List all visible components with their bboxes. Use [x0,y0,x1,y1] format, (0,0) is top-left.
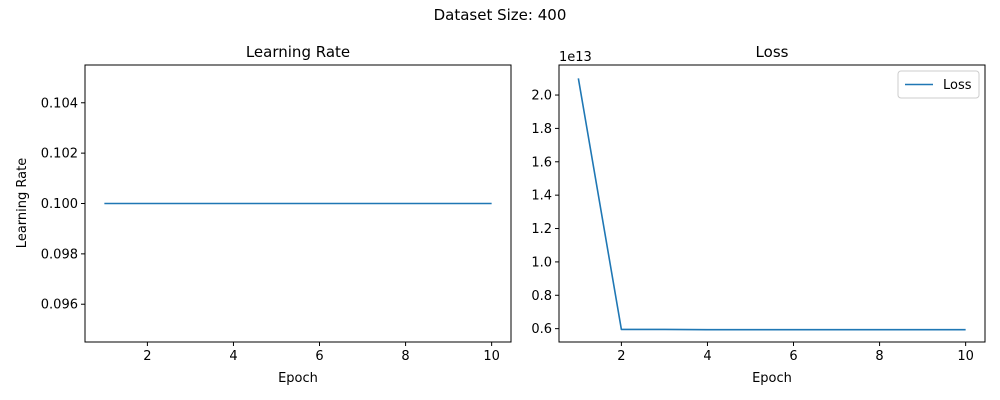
loss-ytick-label: 2.0 [531,89,552,104]
loss-offset-label: 1e13 [559,50,592,65]
loss-ytick-label: 1.2 [531,222,552,237]
loss-legend: Loss [897,70,980,99]
learning-rate-ytick-label: 0.098 [41,247,78,262]
loss-legend-box [897,70,980,99]
learning-rate-xtick-label: 2 [143,349,151,364]
loss-xtick-label: 6 [789,349,797,364]
loss-marks: 2 4 6 8 10 0.6 0.8 1.0 1.2 1.4 1.6 1.8 2.0 [531,78,974,364]
loss-legend-label: Loss [943,78,972,93]
loss-ytick-label: 1.4 [531,189,552,204]
learning-rate-panel: Learning Rate Epoch Learning Rate 2 4 6 8 10… [15,43,512,386]
loss-panel: Loss Epoch 1e13 2 4 6 8 10 0.6 0.8 1.0 1.2 1.4 1.6… [531,43,986,386]
learning-rate-xtick-label: 10 [483,349,500,364]
loss-axes-frame [558,64,986,343]
learning-rate-ytick-label: 0.102 [41,147,78,162]
learning-rate-ylabel: Learning Rate [15,158,30,248]
loss-xtick-label: 10 [957,349,974,364]
learning-rate-ytick-label: 0.100 [41,197,78,212]
loss-ytick-label: 0.6 [531,322,552,337]
learning-rate-title: Learning Rate [246,43,350,61]
loss-title: Loss [756,43,789,61]
learning-rate-xtick-label: 4 [229,349,237,364]
loss-ytick-label: 0.8 [531,289,552,304]
loss-xtick-label: 4 [703,349,711,364]
loss-ytick-label: 1.6 [531,155,552,170]
figure-suptitle: Dataset Size: 400 [434,6,567,24]
learning-rate-xlabel: Epoch [278,371,318,386]
learning-rate-ytick-label: 0.104 [41,96,78,111]
learning-rate-ytick-label: 0.096 [41,298,78,313]
loss-xlabel: Epoch [752,371,792,386]
learning-rate-marks: 2 4 6 8 10 0.096 0.098 0.100 0.102 0.104 [41,96,500,364]
loss-ytick-label: 1.8 [531,122,552,137]
loss-xtick-label: 2 [617,349,625,364]
loss-series-line [577,78,966,331]
loss-ytick-label: 1.0 [531,255,552,270]
loss-xtick-label: 8 [875,349,883,364]
learning-rate-xtick-label: 8 [401,349,409,364]
learning-rate-axes-frame [84,64,512,343]
learning-rate-xtick-label: 6 [315,349,323,364]
